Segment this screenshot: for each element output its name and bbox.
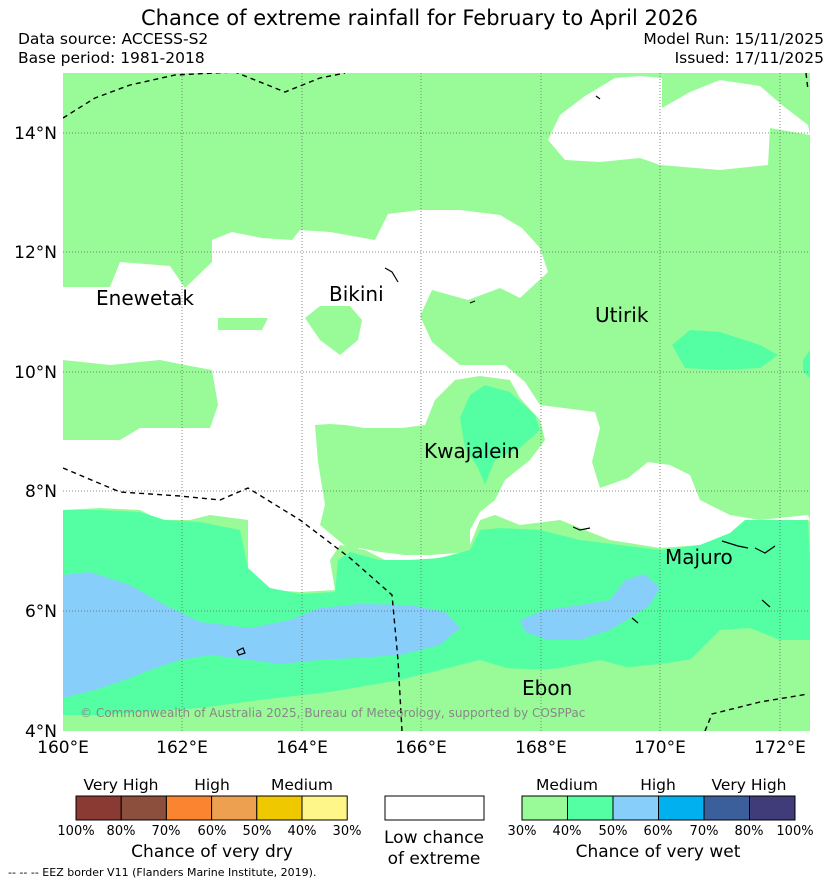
lon-axis: 160°E 162°E 164°E 166°E 168°E 170°E 172°… xyxy=(37,738,806,758)
lat-tick: 8°N xyxy=(25,482,57,502)
issued-date: Issued: 17/11/2025 xyxy=(674,49,824,67)
dry-tick: 50% xyxy=(243,824,272,839)
place-utirik: Utirik xyxy=(595,303,649,327)
dry-tick: 40% xyxy=(288,824,317,839)
lon-tick: 160°E xyxy=(37,738,89,758)
wet-tick: 100% xyxy=(776,824,813,839)
wet-swatches xyxy=(521,795,796,821)
lat-tick: 14°N xyxy=(14,124,57,144)
dry-header: Very High xyxy=(83,776,158,794)
eez-borders xyxy=(63,73,809,731)
dry-tick: 70% xyxy=(152,824,181,839)
lon-tick: 170°E xyxy=(634,738,686,758)
dry-color-swatch xyxy=(301,795,348,821)
low-chance-line2: of extreme xyxy=(388,849,481,865)
place-majuro: Majuro xyxy=(665,545,733,569)
legend-area: Very High High Medium 100% 80% 70% 60% 5… xyxy=(57,776,814,865)
place-bikini: Bikini xyxy=(329,282,384,306)
wet-color-swatch xyxy=(567,795,614,821)
islands xyxy=(236,95,776,656)
wet-tick: 40% xyxy=(553,824,582,839)
meta-left: Data source: ACCESS-S2 Base period: 1981… xyxy=(18,30,208,68)
place-kwajalein: Kwajalein xyxy=(424,439,520,463)
lon-tick: 166°E xyxy=(395,738,447,758)
wet-header: Medium xyxy=(536,776,598,794)
wet-header: Very High xyxy=(711,776,786,794)
dry-tick: 100% xyxy=(57,824,94,839)
map-area xyxy=(63,73,810,731)
dry-color-swatch xyxy=(256,795,303,821)
lon-tick: 164°E xyxy=(276,738,328,758)
southern-medium-wet xyxy=(63,645,810,731)
lon-tick: 162°E xyxy=(156,738,208,758)
wet-color-swatch xyxy=(521,795,568,821)
wet-tick: 80% xyxy=(735,824,764,839)
map-title: Chance of extreme rainfall for February … xyxy=(141,6,698,30)
dry-header: High xyxy=(194,776,230,794)
place-ebon: Ebon xyxy=(522,676,572,700)
low-chance-swatch xyxy=(384,795,485,821)
dry-tick: 80% xyxy=(107,824,136,839)
rainfall-map: Enewetak Bikini Utirik Kwajalein Majuro … xyxy=(14,73,810,758)
model-run: Model Run: 15/11/2025 xyxy=(643,30,824,48)
wet-caption: Chance of very wet xyxy=(576,842,741,862)
legend-very-dry: Very High High Medium 100% 80% 70% 60% 5… xyxy=(57,776,361,862)
low-chance-line1: Low chance xyxy=(384,828,484,848)
wet-color-swatch xyxy=(658,795,705,821)
lat-tick: 6°N xyxy=(25,602,57,622)
copyright-text: © Commonwealth of Australia 2025, Bureau… xyxy=(80,706,585,720)
eez-footnote: -- -- -- EEZ border V11 (Flanders Marine… xyxy=(8,866,317,879)
legend-low-chance: Low chance of extreme xyxy=(384,795,485,865)
dry-tick: 30% xyxy=(333,824,362,839)
wet-header: High xyxy=(640,776,676,794)
dry-swatches xyxy=(75,795,348,821)
lat-axis: 14°N 12°N 10°N 8°N 6°N 4°N xyxy=(14,124,57,742)
lat-tick: 10°N xyxy=(14,363,57,383)
lat-tick: 12°N xyxy=(14,243,57,263)
wet-color-swatch xyxy=(703,795,750,821)
wet-tick: 50% xyxy=(599,824,628,839)
lon-tick: 168°E xyxy=(515,738,567,758)
wet-tick: 70% xyxy=(690,824,719,839)
dry-header: Medium xyxy=(271,776,333,794)
place-enewetak: Enewetak xyxy=(96,286,194,310)
wet-tick: 60% xyxy=(644,824,673,839)
data-source: Data source: ACCESS-S2 xyxy=(18,30,209,48)
wet-50-60-regions xyxy=(63,572,660,698)
lon-tick: 172°E xyxy=(754,738,806,758)
meta-right: Model Run: 15/11/2025 Issued: 17/11/2025 xyxy=(643,30,824,68)
dry-color-swatch xyxy=(165,795,213,821)
legend-very-wet: Medium High Very High 30% 40% 50% 60% 70… xyxy=(508,776,814,862)
lat-tick: 4°N xyxy=(25,722,57,742)
wet-color-swatch xyxy=(749,795,796,821)
wet-color-swatch xyxy=(612,795,659,821)
dry-color-swatch xyxy=(120,795,167,821)
base-period: Base period: 1981-2018 xyxy=(18,49,205,67)
dry-caption: Chance of very dry xyxy=(131,842,293,862)
dry-tick: 60% xyxy=(198,824,227,839)
dry-color-swatch xyxy=(75,795,122,821)
dry-color-swatch xyxy=(211,795,258,821)
wet-tick: 30% xyxy=(508,824,537,839)
